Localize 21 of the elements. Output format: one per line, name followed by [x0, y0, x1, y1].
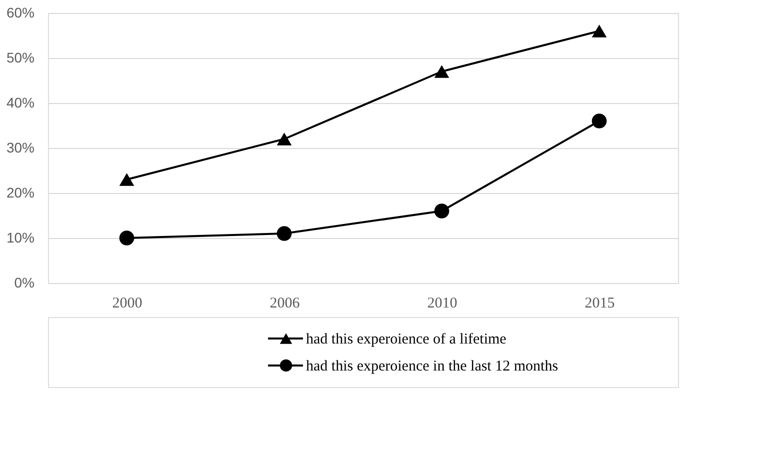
x-tick-label: 2006: [270, 296, 300, 312]
y-tick-label: 40%: [6, 94, 34, 110]
x-tick-label: 2000: [112, 296, 142, 312]
point: [434, 204, 450, 218]
point: [592, 114, 607, 128]
x-tick-label: 2010: [427, 296, 458, 312]
point: [276, 226, 292, 241]
legend-label: had this experoience of a lifetime: [306, 332, 507, 348]
point: [592, 24, 607, 38]
y-tick-label: 0%: [14, 274, 34, 290]
x-tick-label: 2015: [584, 296, 615, 312]
point: [434, 65, 450, 78]
y-tick-label: 50%: [6, 50, 34, 66]
y-tick-label: 30%: [6, 140, 34, 156]
point: [276, 132, 292, 146]
legend-label: had this experoience in the last 12 months: [306, 358, 558, 374]
y-tick-label: 10%: [6, 230, 34, 246]
y-tick-label: 60%: [6, 4, 34, 20]
point: [119, 173, 134, 186]
point: [119, 230, 134, 246]
y-tick-label: 20%: [6, 184, 34, 200]
